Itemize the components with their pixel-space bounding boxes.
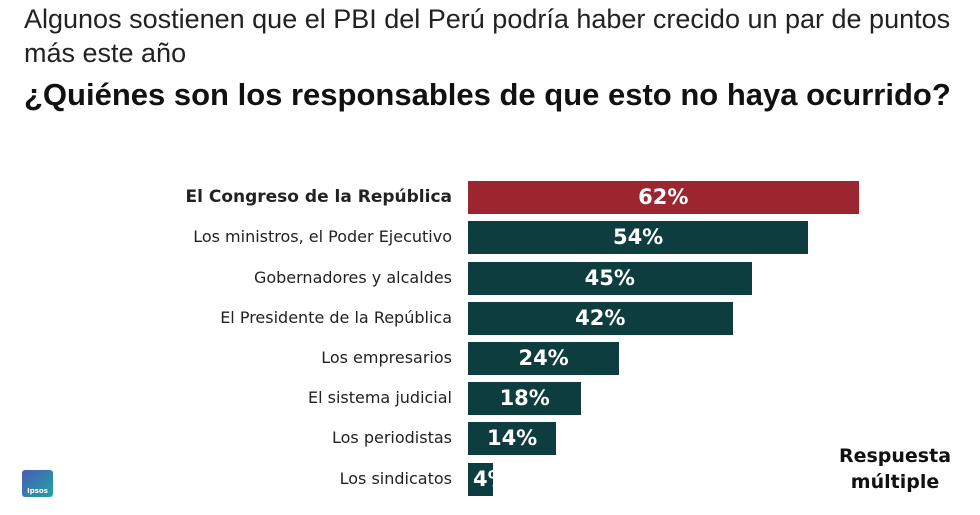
data-label: 14% bbox=[486, 426, 538, 450]
category-label: El sistema judicial bbox=[307, 388, 452, 407]
multiple-response-note: Respuesta múltiple bbox=[838, 445, 952, 493]
chart-title: ¿Quiénes son los responsables de que est… bbox=[24, 77, 951, 112]
category-label: Los sindicatos bbox=[339, 469, 452, 488]
data-label: 45% bbox=[584, 266, 635, 290]
category-label: Los periodistas bbox=[331, 428, 452, 447]
bar: 14% bbox=[468, 422, 557, 455]
data-label: 54% bbox=[612, 225, 664, 249]
data-label: 42% bbox=[575, 306, 626, 330]
data-label: 24% bbox=[518, 346, 569, 370]
category-label: Los empresarios bbox=[321, 348, 452, 367]
logo-text: Ipsos bbox=[27, 487, 48, 495]
data-label: 4% bbox=[473, 467, 493, 491]
data-label: 18% bbox=[499, 386, 550, 410]
category-label: El Congreso de la República bbox=[185, 187, 452, 207]
bar: 62% bbox=[468, 181, 859, 214]
bar: 45% bbox=[468, 262, 752, 295]
data-label: 62% bbox=[638, 185, 689, 209]
bar: 54% bbox=[468, 221, 809, 254]
bar: 42% bbox=[468, 302, 733, 335]
category-label: Los ministros, el Poder Ejecutivo bbox=[193, 227, 452, 246]
ipsos-logo: Ipsos bbox=[22, 470, 53, 497]
bar: 18% bbox=[468, 382, 582, 415]
subtitle: Algunos sostienen que el PBI del Perú po… bbox=[24, 4, 951, 68]
category-label: Gobernadores y alcaldes bbox=[253, 268, 452, 287]
category-label: El Presidente de la República bbox=[220, 308, 452, 327]
bar: 4% bbox=[468, 463, 494, 496]
bar: 24% bbox=[468, 342, 620, 375]
